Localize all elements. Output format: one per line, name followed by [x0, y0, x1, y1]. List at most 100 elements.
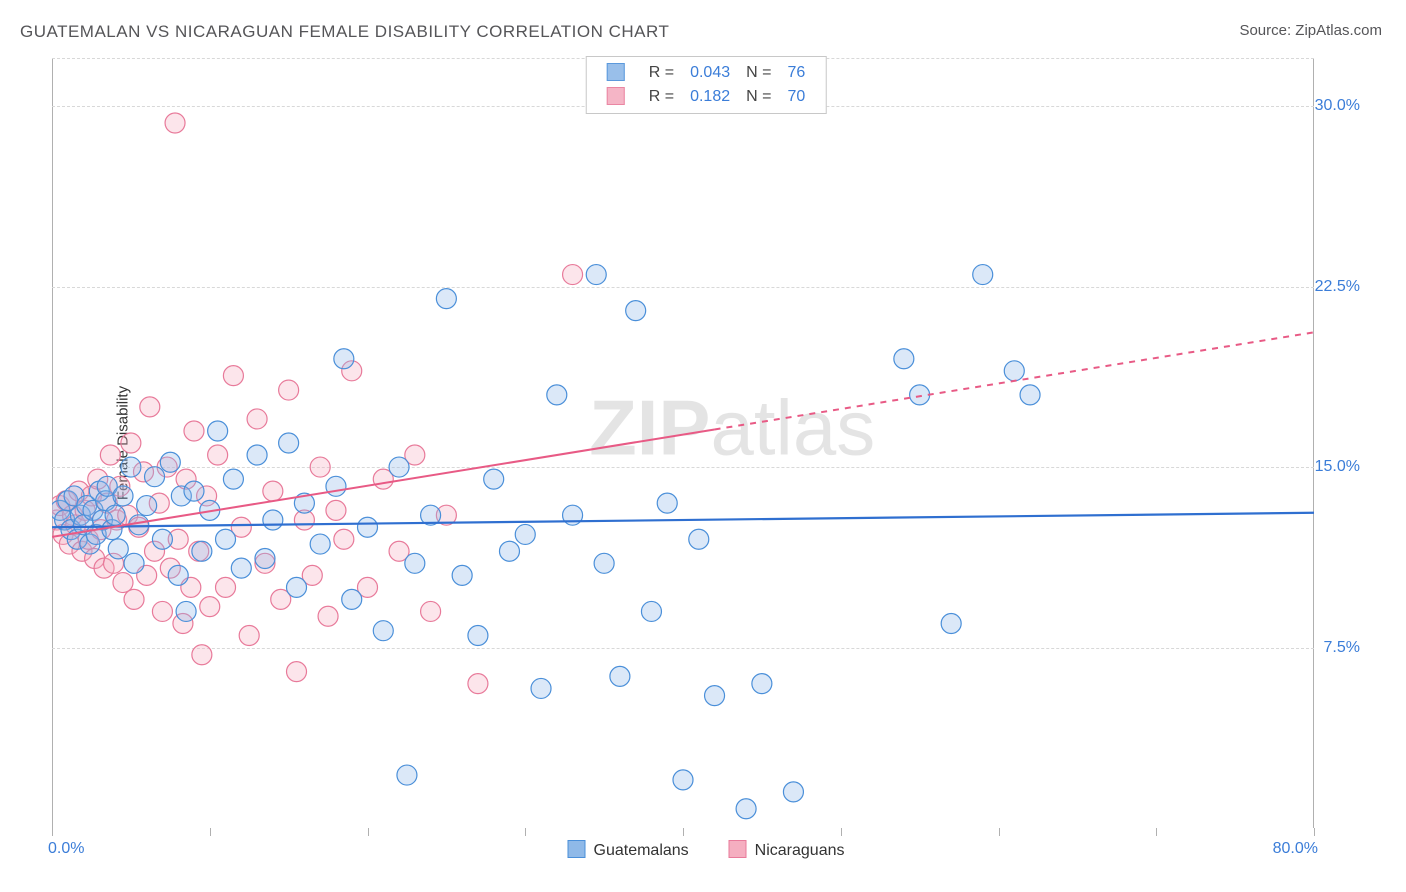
- scatter-point-nicaraguans: [287, 662, 307, 682]
- scatter-point-nicaraguans: [121, 433, 141, 453]
- x-tick: [368, 828, 369, 836]
- x-tick: [1314, 828, 1315, 836]
- scatter-point-guatemalans: [247, 445, 267, 465]
- x-tick: [1156, 828, 1157, 836]
- legend-label-1: Nicaraguans: [755, 842, 845, 859]
- legend-r-label-0: R =: [641, 61, 682, 85]
- scatter-point-nicaraguans: [310, 457, 330, 477]
- scatter-point-nicaraguans: [318, 606, 338, 626]
- scatter-point-guatemalans: [168, 565, 188, 585]
- scatter-point-guatemalans: [124, 553, 144, 573]
- scatter-point-guatemalans: [941, 613, 961, 633]
- scatter-point-nicaraguans: [165, 113, 185, 133]
- scatter-point-guatemalans: [231, 558, 251, 578]
- scatter-point-nicaraguans: [184, 421, 204, 441]
- scatter-point-nicaraguans: [100, 445, 120, 465]
- scatter-point-guatemalans: [547, 385, 567, 405]
- scatter-point-guatemalans: [736, 799, 756, 819]
- scatter-point-nicaraguans: [216, 577, 236, 597]
- scatter-point-guatemalans: [397, 765, 417, 785]
- scatter-point-guatemalans: [160, 452, 180, 472]
- scatter-point-guatemalans: [358, 517, 378, 537]
- scatter-point-guatemalans: [389, 457, 409, 477]
- scatter-point-nicaraguans: [152, 601, 172, 621]
- scatter-point-guatemalans: [223, 469, 243, 489]
- swatch-bottom-nicaraguans: [729, 840, 747, 858]
- scatter-point-guatemalans: [263, 510, 283, 530]
- scatter-point-guatemalans: [610, 666, 630, 686]
- legend-r-1: 0.182: [682, 85, 738, 109]
- scatter-point-guatemalans: [326, 476, 346, 496]
- scatter-point-guatemalans: [894, 349, 914, 369]
- scatter-point-guatemalans: [342, 589, 362, 609]
- scatter-point-nicaraguans: [124, 589, 144, 609]
- scatter-point-nicaraguans: [326, 500, 346, 520]
- scatter-point-guatemalans: [208, 421, 228, 441]
- legend-n-label-0: N =: [738, 61, 779, 85]
- scatter-point-guatemalans: [689, 529, 709, 549]
- scatter-point-guatemalans: [1004, 361, 1024, 381]
- scatter-point-guatemalans: [373, 621, 393, 641]
- scatter-point-guatemalans: [1020, 385, 1040, 405]
- scatter-point-guatemalans: [973, 265, 993, 285]
- scatter-point-nicaraguans: [239, 626, 259, 646]
- scatter-point-guatemalans: [152, 529, 172, 549]
- scatter-point-guatemalans: [657, 493, 677, 513]
- x-tick: [999, 828, 1000, 836]
- scatter-point-guatemalans: [145, 467, 165, 487]
- scatter-point-guatemalans: [405, 553, 425, 573]
- scatter-point-guatemalans: [436, 289, 456, 309]
- scatter-point-nicaraguans: [192, 645, 212, 665]
- swatch-guatemalans: [607, 63, 625, 81]
- scatter-point-guatemalans: [484, 469, 504, 489]
- legend-r-0: 0.043: [682, 61, 738, 85]
- scatter-point-nicaraguans: [334, 529, 354, 549]
- x-min-label: 0.0%: [48, 840, 84, 858]
- swatch-bottom-guatemalans: [568, 840, 586, 858]
- scatter-point-guatemalans: [499, 541, 519, 561]
- scatter-point-nicaraguans: [247, 409, 267, 429]
- x-tick: [683, 828, 684, 836]
- legend-r-label-1: R =: [641, 85, 682, 109]
- scatter-point-nicaraguans: [200, 597, 220, 617]
- scatter-point-guatemalans: [452, 565, 472, 585]
- scatter-point-nicaraguans: [263, 481, 283, 501]
- x-tick: [210, 828, 211, 836]
- scatter-point-nicaraguans: [279, 380, 299, 400]
- scatter-point-guatemalans: [105, 505, 125, 525]
- scatter-point-guatemalans: [334, 349, 354, 369]
- scatter-point-nicaraguans: [208, 445, 228, 465]
- scatter-point-guatemalans: [586, 265, 606, 285]
- legend-row-guatemalans: R = 0.043 N = 76: [599, 61, 814, 85]
- scatter-point-guatemalans: [641, 601, 661, 621]
- x-tick: [525, 828, 526, 836]
- scatter-point-nicaraguans: [223, 366, 243, 386]
- legend-series: Guatemalans Nicaraguans: [568, 840, 845, 860]
- scatter-point-nicaraguans: [113, 573, 133, 593]
- scatter-point-guatemalans: [468, 626, 488, 646]
- scatter-point-guatemalans: [176, 601, 196, 621]
- scatter-point-guatemalans: [626, 301, 646, 321]
- legend-label-0: Guatemalans: [594, 842, 689, 859]
- scatter-point-guatemalans: [113, 486, 133, 506]
- scatter-point-nicaraguans: [468, 674, 488, 694]
- legend-row-nicaraguans: R = 0.182 N = 70: [599, 85, 814, 109]
- swatch-nicaraguans: [607, 87, 625, 105]
- trend-line-nicaraguans-dashed: [715, 332, 1314, 429]
- legend-correlation: R = 0.043 N = 76 R = 0.182 N = 70: [586, 56, 827, 114]
- scatter-point-guatemalans: [108, 539, 128, 559]
- legend-n-label-1: N =: [738, 85, 779, 109]
- scatter-point-guatemalans: [192, 541, 212, 561]
- legend-n-0: 76: [779, 61, 813, 85]
- scatter-point-guatemalans: [137, 496, 157, 516]
- chart-plot-area: Female Disability ZIPatlas R = 0.043 N =…: [52, 58, 1360, 828]
- chart-title: GUATEMALAN VS NICARAGUAN FEMALE DISABILI…: [20, 22, 669, 42]
- scatter-point-guatemalans: [783, 782, 803, 802]
- scatter-point-guatemalans: [279, 433, 299, 453]
- x-tick: [841, 828, 842, 836]
- scatter-point-guatemalans: [310, 534, 330, 554]
- legend-item-guatemalans: Guatemalans: [568, 840, 689, 860]
- x-tick: [52, 828, 53, 836]
- scatter-point-guatemalans: [216, 529, 236, 549]
- legend-item-nicaraguans: Nicaraguans: [729, 840, 845, 860]
